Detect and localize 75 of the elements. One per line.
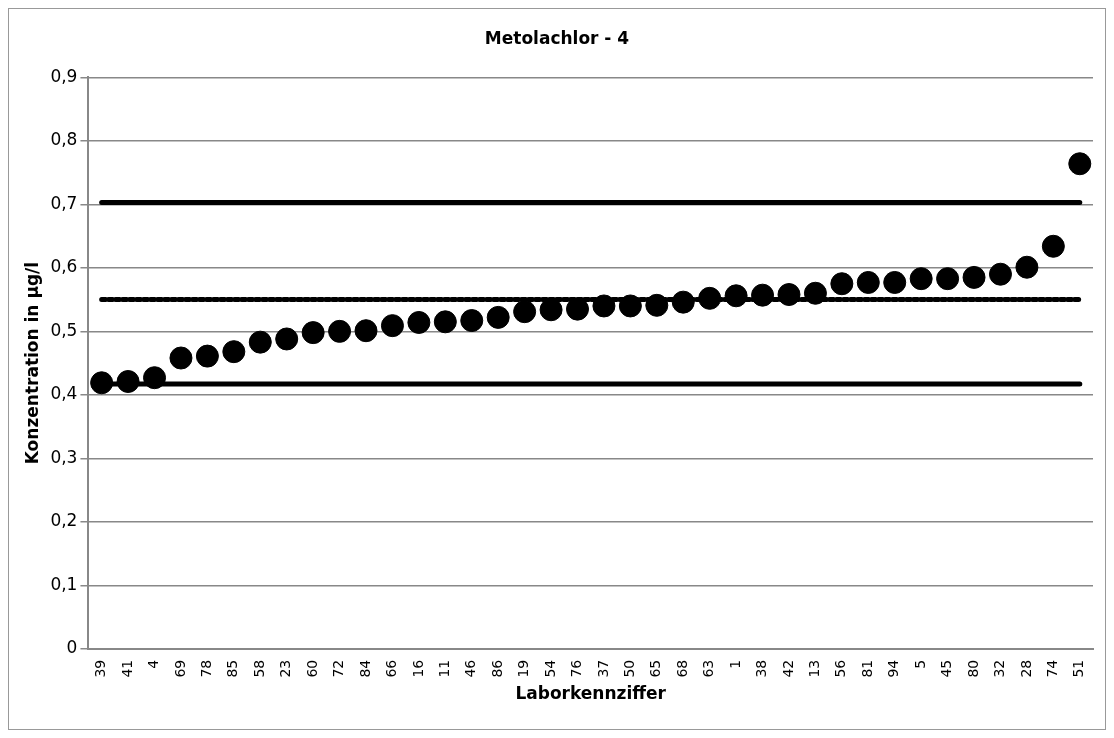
point [328,319,352,343]
x-tick-label: 58 [250,659,267,678]
y-tick-label: 0,7 [50,192,78,213]
point [883,270,907,294]
y-tick-label: 0,2 [50,510,78,531]
point [301,321,325,345]
x-tick-label: 46 [462,659,479,678]
y-tick-label: 0,1 [50,573,78,594]
x-axis-title: Laborkennziffer [515,683,667,704]
y-tick-label: 0,9 [50,65,78,86]
point [195,344,219,368]
y-tick-label: 0,3 [50,446,78,467]
x-tick-label: 37 [594,659,611,678]
y-tick-label: 0 [66,637,78,658]
chart-title: Metolachlor - 4 [484,27,630,48]
x-tick-label: 41 [118,659,135,678]
x-tick-label: 78 [198,659,215,678]
x-tick-label: 76 [568,659,585,678]
x-tick-label: 80 [964,659,981,678]
x-tick-label: 42 [779,659,796,678]
x-tick-label: 50 [621,659,638,678]
point [988,262,1012,286]
y-axis-title: Konzentration in µg/l [21,261,42,465]
point [1015,255,1039,279]
x-tick-label: 5 [911,659,928,669]
point [962,265,986,289]
y-tick-label: 0,8 [50,129,78,150]
x-tick-label: 72 [330,659,347,678]
point [407,310,431,334]
x-tick-label: 56 [832,659,849,678]
point [936,267,960,291]
x-tick-label: 86 [488,659,505,678]
x-tick-label: 74 [1043,659,1060,678]
y-tick-label: 0,6 [50,256,78,277]
x-tick-label: 11 [435,659,452,678]
x-tick-label: 23 [277,659,294,678]
y-tick-label: 0,5 [50,319,78,340]
point [222,340,246,364]
point [275,327,299,351]
point [433,310,457,334]
point [169,346,193,370]
y-tick-label: 0,4 [50,383,78,404]
x-tick-label: 16 [409,659,426,678]
x-tick-label: 60 [303,659,320,678]
point [830,272,854,296]
point [1041,234,1065,258]
x-tick-label: 45 [938,659,955,678]
point [1068,152,1092,176]
x-tick-label: 39 [92,659,109,678]
x-tick-label: 32 [991,659,1008,678]
point [909,267,933,291]
x-tick-label: 66 [383,659,400,678]
x-tick-label: 4 [145,659,162,669]
x-tick-label: 85 [224,659,241,678]
x-tick-label: 54 [541,659,558,678]
x-tick-label: 84 [356,659,373,678]
x-tick-label: 13 [806,659,823,678]
point [486,305,510,329]
x-tick-label: 81 [858,659,875,678]
x-tick-label: 69 [171,659,188,678]
point [513,300,537,324]
x-tick-label: 1 [726,659,743,669]
x-tick-label: 94 [885,659,902,678]
x-tick-label: 63 [700,659,717,678]
x-tick-label: 65 [647,659,664,678]
point [856,270,880,294]
x-tick-label: 68 [673,659,690,678]
point [380,314,404,338]
point [248,330,272,354]
point [460,309,484,333]
x-tick-label: 51 [1070,659,1087,678]
x-tick-label: 19 [515,659,532,678]
point [354,319,378,343]
x-tick-label: 28 [1017,659,1034,678]
x-tick-label: 38 [753,659,770,678]
